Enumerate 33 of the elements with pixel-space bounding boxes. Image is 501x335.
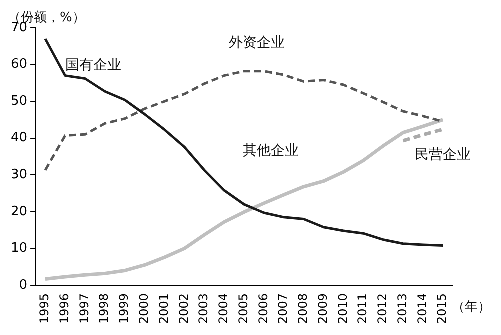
x-tick-label: 2007 bbox=[276, 293, 290, 324]
y-tick-label: 30 bbox=[10, 167, 28, 182]
x-tick-label: 2015 bbox=[435, 293, 450, 324]
x-tick-label: 1996 bbox=[57, 293, 72, 324]
series-label: 外资企业 bbox=[229, 35, 286, 52]
x-tick-label: 2010 bbox=[336, 293, 350, 324]
y-tick-label: 0 bbox=[19, 278, 28, 293]
x-tick-label: 2000 bbox=[137, 293, 151, 324]
y-tick-label: 20 bbox=[10, 204, 28, 220]
x-tick-label: 1999 bbox=[117, 293, 132, 324]
series-label: 民营企业 bbox=[415, 147, 472, 164]
x-tick-label: 2001 bbox=[156, 293, 171, 324]
y-tick-label: 10 bbox=[10, 241, 28, 256]
x-tick-label: 2004 bbox=[216, 293, 231, 324]
y-tick-label: 40 bbox=[10, 130, 28, 146]
x-tick-label: 2009 bbox=[316, 293, 330, 324]
x-tick-label: 1997 bbox=[77, 293, 92, 324]
x-tick-label: 2002 bbox=[176, 293, 191, 324]
x-tick-label: 1995 bbox=[38, 293, 52, 324]
x-tick-label: 1998 bbox=[97, 293, 112, 324]
x-tick-label: 2014 bbox=[415, 293, 430, 324]
x-tick-label: 2003 bbox=[196, 293, 211, 324]
x-tick-label: 2005 bbox=[236, 293, 250, 324]
x-tick-label: 2013 bbox=[395, 293, 410, 324]
x-tick-label: 2006 bbox=[256, 293, 270, 324]
y-tick-label: 60 bbox=[10, 57, 28, 72]
x-tick-label: 2008 bbox=[296, 293, 310, 324]
x-tick-label: 2012 bbox=[376, 293, 390, 324]
x-tick-label: 2011 bbox=[356, 293, 370, 324]
y-tick-label: 50 bbox=[10, 94, 28, 109]
text: 其他企业 bbox=[242, 143, 299, 160]
x-axis-title: （年） bbox=[452, 300, 491, 315]
series-label: 国有企业 bbox=[65, 57, 122, 74]
